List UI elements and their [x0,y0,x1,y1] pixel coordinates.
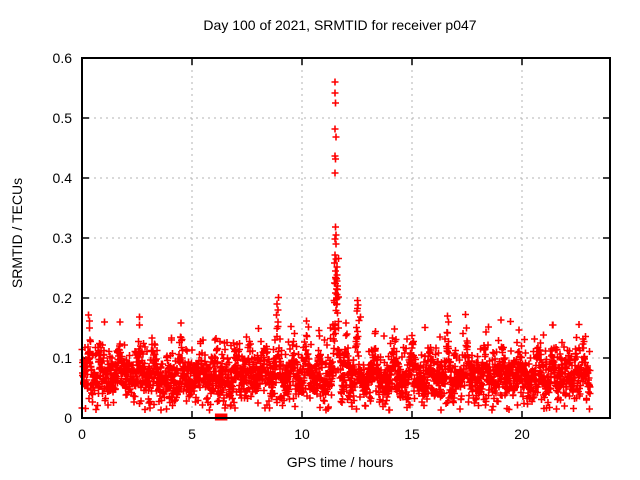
x-tick-label-10: 10 [294,426,310,442]
x-tick-label-15: 15 [404,426,420,442]
x-tick-label-0: 0 [78,426,86,442]
y-tick-label-0.6: 0.6 [52,50,72,66]
y-tick-label-0.5: 0.5 [52,110,72,126]
x-axis-label: GPS time / hours [286,454,394,470]
y-tick-label-0.1: 0.1 [52,350,72,366]
data-points [78,78,594,414]
y-tick-label-0.3: 0.3 [52,230,72,246]
chart-title: Day 100 of 2021, SRMTID for receiver p04… [203,17,477,33]
plot-border [81,57,611,419]
x-tick-label-5: 5 [188,426,196,442]
y-tick-label-0.4: 0.4 [52,170,72,186]
y-tick-label-0: 0 [64,410,72,426]
y-axis-label: SRMTID / TECUs [9,177,25,289]
x-tick-label-20: 20 [514,426,530,442]
y-tick-label-0.2: 0.2 [52,290,72,306]
